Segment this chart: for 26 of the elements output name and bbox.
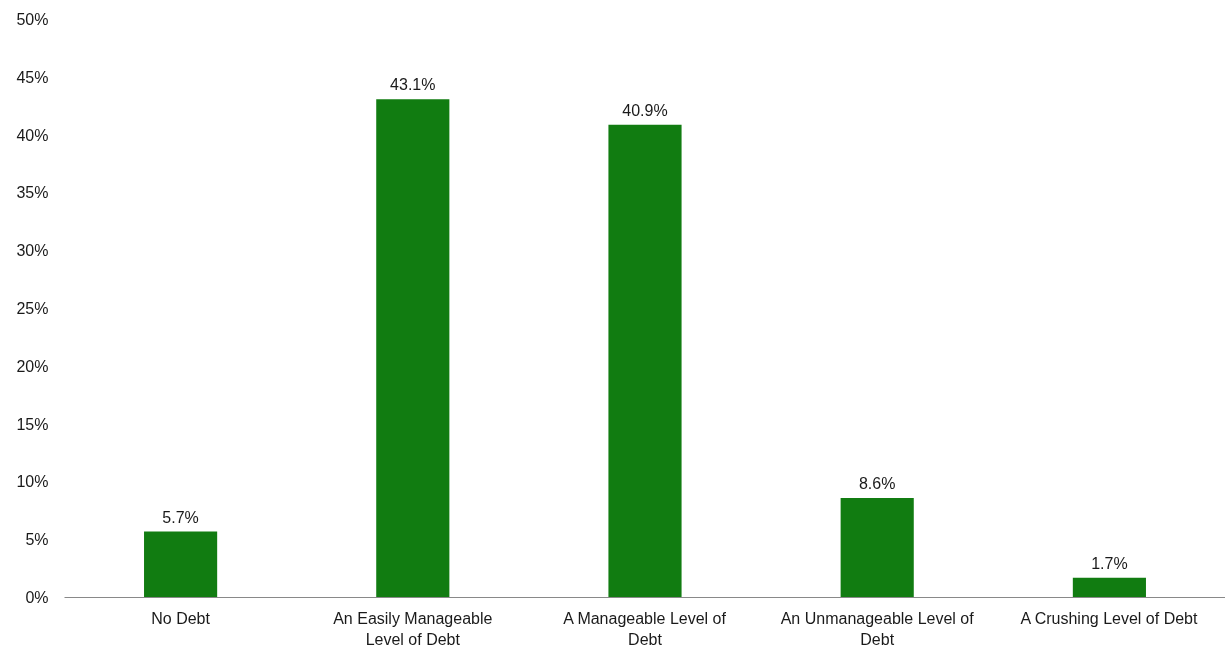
bar [1072,577,1146,598]
y-tick-label: 0% [25,589,49,606]
y-tick-label: 25% [16,300,49,317]
x-tick-label: No Debt [151,609,211,627]
bar [376,99,450,598]
data-label: 43.1% [390,76,436,94]
y-tick-label: 30% [16,242,49,260]
y-tick-label: 45% [16,68,49,86]
x-tick-label: A Manageable Level of Debt [563,609,727,648]
bar [608,124,682,598]
bar [840,498,914,598]
data-label: 40.9% [622,101,668,119]
y-tick-label: 5% [25,531,49,549]
y-tick-label: 20% [16,357,49,375]
y-tick-label: 35% [16,184,49,202]
data-label: 1.7% [1091,554,1128,572]
y-tick-label: 10% [16,473,49,491]
y-tick-label: 15% [16,415,49,433]
bar [144,531,218,598]
y-tick-label: 40% [16,126,49,144]
y-tick-label: 50% [16,11,49,28]
x-tick-label: An Easily Manageable Level of Debt [333,609,493,648]
data-label: 8.6% [858,475,896,493]
x-tick-label: An Unmanageable Level of Debt [780,609,975,648]
x-tick-label: A Crushing Level of Debt [1020,609,1199,627]
data-label: 5.7% [162,508,199,526]
